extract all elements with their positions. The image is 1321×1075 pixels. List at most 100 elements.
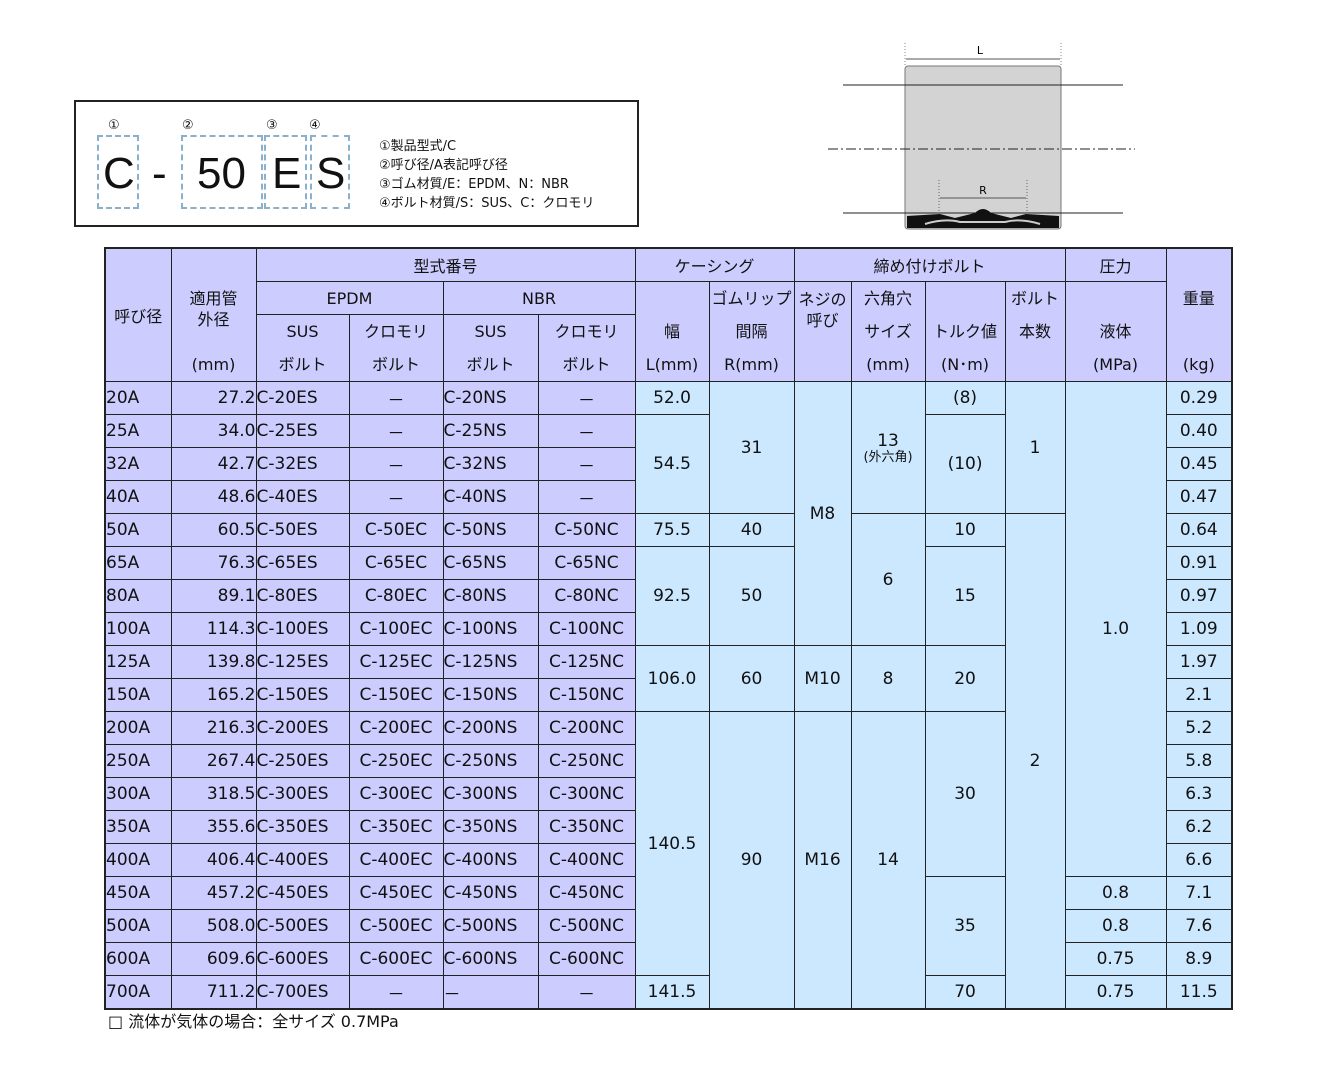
epdm-sus-cell: C-32ES: [255, 447, 350, 481]
header-nbr: NBR: [442, 281, 636, 315]
cell-value: (10): [947, 454, 983, 474]
marker-2: ②: [182, 118, 194, 133]
epdm-cromo-cell: C-450EC: [348, 876, 444, 910]
screw-cell: M16: [793, 711, 852, 1010]
epdm-cromo-cell: C-200EC: [348, 711, 444, 745]
nominal-cell: 200A: [104, 711, 172, 745]
epdm-cromo-cell: －: [348, 447, 444, 481]
cell-value: 40: [740, 520, 763, 540]
epdm-cromo-cell: C-150EC: [348, 678, 444, 712]
epdm-sus-cell: C-450ES: [255, 876, 350, 910]
nbr-cromo-cell: C-65NC: [537, 546, 636, 580]
epdm-cromo-cell: C-65EC: [348, 546, 444, 580]
nbr-sus-cell: C-200NS: [442, 711, 539, 745]
cell-value: 140.5: [647, 833, 697, 854]
header-width: 幅 L(mm): [634, 281, 710, 382]
nbr-sus-cell: C-25NS: [442, 414, 539, 448]
legend-item: ①製品型式/C: [379, 139, 457, 154]
cell-value: 70: [954, 982, 976, 1002]
epdm-cromo-cell: C-300EC: [348, 777, 444, 811]
width-l-cell: 106.0: [634, 645, 710, 712]
epdm-sus-cell: C-25ES: [255, 414, 350, 448]
nominal-cell: 400A: [104, 843, 172, 877]
od-cell: 114.3: [170, 612, 257, 646]
cell-subtext: (外六角): [863, 449, 913, 465]
nbr-sus-cell: C-600NS: [442, 942, 539, 976]
weight-cell: 6.6: [1165, 843, 1233, 877]
pressure-cell: 0.8: [1064, 876, 1167, 910]
od-cell: 267.4: [170, 744, 257, 778]
header-outer-diameter: 適用管 外径 (mm): [170, 247, 257, 382]
dashed-box-1: [97, 135, 139, 209]
od-cell: 165.2: [170, 678, 257, 712]
header-fasten-bolt: 締め付けボルト: [793, 247, 1066, 282]
od-cell: 216.3: [170, 711, 257, 745]
table-row: 65A 76.3 C-65ES C-65EC C-65NS C-65NC 92.5 50 15 0…: [104, 546, 1233, 646]
epdm-sus-cell: C-700ES: [255, 975, 350, 1010]
nbr-cromo-cell: C-50NC: [537, 513, 636, 547]
table-row: 200A 216.3 C-200ES C-200EC C-200NS C-200NC 140…: [104, 711, 1233, 1010]
header-weight: 重量 (kg): [1165, 247, 1233, 382]
epdm-cromo-cell: C-500EC: [348, 909, 444, 943]
torque-cell: 20: [924, 645, 1006, 712]
pressure-cell: 1.0: [1064, 381, 1167, 877]
nbr-cromo-cell: C-350NC: [537, 810, 636, 844]
table-row: 250A 267.4 C-250ES C-250EC C-250NS C-250NC 5.8: [104, 744, 1233, 778]
weight-cell: 6.3: [1165, 777, 1233, 811]
torque-cell: 10: [924, 513, 1006, 547]
epdm-cromo-cell: C-125EC: [348, 645, 444, 679]
cell-value: 2: [1029, 751, 1041, 771]
cell-value: M10: [804, 668, 841, 689]
code-size: 50: [197, 149, 246, 198]
dimension-r-label: R: [979, 184, 987, 197]
table-row: 150A 165.2 C-150ES C-150EC C-150NS C-150NC 2.1: [104, 678, 1233, 712]
cell-value: 54.5: [653, 454, 691, 474]
lip-r-cell: 60: [708, 645, 795, 712]
code-letter-c: C: [103, 149, 135, 198]
cell-value: 141.5: [647, 982, 697, 1002]
nominal-cell: 80A: [104, 579, 172, 613]
cell-value: 10: [954, 520, 976, 540]
epdm-sus-cell: C-200ES: [255, 711, 350, 745]
nbr-sus-cell: C-65NS: [442, 546, 539, 580]
nbr-cromo-cell: C-80NC: [537, 579, 636, 613]
nbr-cromo-cell: C-250NC: [537, 744, 636, 778]
cell-value: 1: [1029, 437, 1041, 458]
nominal-cell: 150A: [104, 678, 172, 712]
cell-value: 6: [882, 569, 894, 590]
epdm-cromo-cell: C-400EC: [348, 843, 444, 877]
header-model: 型式番号: [255, 247, 636, 282]
od-cell: 355.6: [170, 810, 257, 844]
nbr-sus-cell: C-50NS: [442, 513, 539, 547]
nbr-cromo-cell: C-300NC: [537, 777, 636, 811]
weight-cell: 0.97: [1165, 579, 1233, 613]
weight-cell: 0.64: [1165, 513, 1233, 547]
epdm-sus-cell: C-500ES: [255, 909, 350, 943]
nbr-sus-cell: C-32NS: [442, 447, 539, 481]
legend-item: ②呼び径/A表記呼び径: [379, 158, 508, 173]
nbr-sus-cell: C-125NS: [442, 645, 539, 679]
nbr-cromo-cell: C-200NC: [537, 711, 636, 745]
table-row: 350A 355.6 C-350ES C-350EC C-350NS C-350NC 6.2: [104, 810, 1233, 844]
epdm-cromo-cell: C-250EC: [348, 744, 444, 778]
header-screw: ネジの 呼び: [793, 281, 852, 382]
width-l-cell: 52.0: [634, 381, 710, 415]
nbr-sus-cell: C-250NS: [442, 744, 539, 778]
width-l-cell: 75.5: [634, 513, 710, 547]
od-cell: 711.2: [170, 975, 257, 1010]
epdm-sus-cell: C-50ES: [255, 513, 350, 547]
table-row: 80A 89.1 C-80ES C-80EC C-80NS C-80NC 0.97: [104, 579, 1233, 613]
nbr-cromo-cell: －: [537, 447, 636, 481]
epdm-cromo-cell: C-350EC: [348, 810, 444, 844]
od-cell: 457.2: [170, 876, 257, 910]
hex-cell: 8: [850, 645, 926, 712]
gas-pressure-note: □ 流体が気体の場合：全サイズ 0.7MPa: [108, 1012, 399, 1031]
width-l-cell: 140.5: [634, 711, 710, 976]
nbr-sus-cell: C-20NS: [442, 381, 539, 415]
header-casing: ケーシング: [634, 247, 795, 282]
epdm-cromo-cell: －: [348, 381, 444, 415]
epdm-sus-cell: C-300ES: [255, 777, 350, 811]
nominal-cell: 350A: [104, 810, 172, 844]
nominal-cell: 125A: [104, 645, 172, 679]
od-cell: 42.7: [170, 447, 257, 481]
